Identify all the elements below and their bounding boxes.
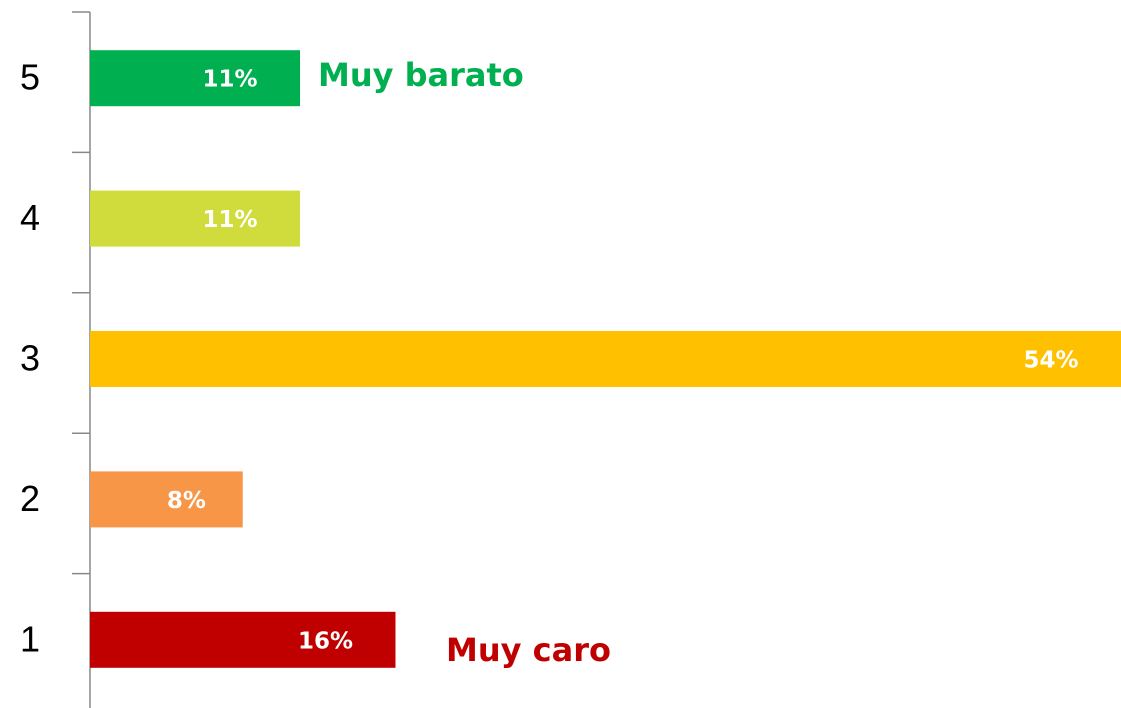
bar bbox=[90, 611, 396, 668]
category-label: 4 bbox=[20, 197, 40, 238]
annotation: Muy caro bbox=[446, 631, 611, 669]
value-label: 8% bbox=[167, 488, 206, 514]
bar bbox=[90, 190, 301, 247]
bar bbox=[90, 50, 301, 107]
category-label: 5 bbox=[20, 57, 40, 98]
bar bbox=[90, 471, 243, 528]
category-label: 2 bbox=[20, 478, 40, 519]
annotation: Muy barato bbox=[318, 56, 524, 94]
value-label: 54% bbox=[1023, 348, 1078, 374]
category-label: 3 bbox=[20, 338, 40, 379]
bar bbox=[90, 331, 1121, 387]
value-label: 11% bbox=[202, 207, 257, 233]
category-label: 1 bbox=[20, 618, 40, 659]
value-label: 11% bbox=[202, 67, 257, 93]
value-label: 16% bbox=[298, 628, 353, 654]
